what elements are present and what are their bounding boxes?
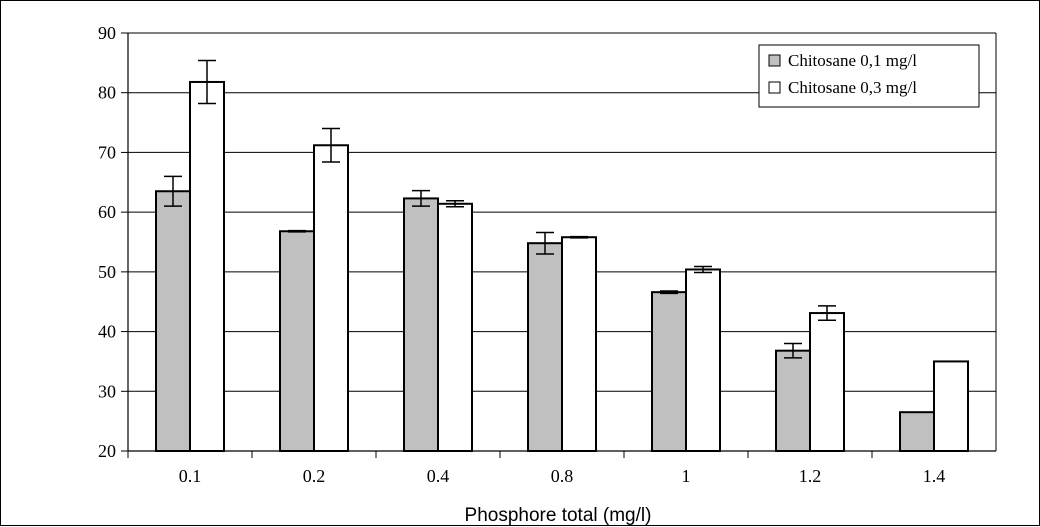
legend-swatch [768,54,781,67]
legend-label: Chitosane 0,1 mg/l [788,51,917,70]
legend-label: Chitosane 0,3 mg/l [788,78,917,97]
bar-chitosane-0-1 [651,291,687,452]
legend-swatch [768,81,781,94]
bars [155,59,969,453]
bar-chitosane-0-3 [809,312,845,452]
bar-chitosane-0-3 [933,360,969,452]
bar-chitosane-0-3 [685,268,721,452]
y-tick-label: 60 [98,202,116,222]
y-tick-label: 20 [98,441,116,461]
tick-labels: 20 30 40 50 60 70 80 90 0.1 0.2 0.4 0.8 1 1.2 1.4 [98,23,945,486]
legend-box [758,44,980,108]
bar-chitosane-0-1 [527,242,563,452]
bar-chitosane-0-1 [403,197,439,452]
x-tick-label: 1.2 [799,466,822,486]
axes [121,32,997,458]
x-tick-label: 1 [682,466,691,486]
bar-chitosane-0-1 [279,230,315,452]
y-tick-label: 70 [98,142,116,162]
bar-chitosane-0-1 [775,349,811,452]
y-tick-label: 80 [98,83,116,103]
y-tick-label: 40 [98,322,116,342]
bar-chitosane-0-1 [899,411,935,452]
bar-chitosane-0-3 [437,202,473,452]
legend: Chitosane 0,1 mg/l Chitosane 0,3 mg/l [758,44,980,108]
x-tick-label: 0.1 [179,466,202,486]
bar-chitosane-0-3 [189,80,225,452]
x-tick-label: 1.4 [923,466,946,486]
x-tick-label: 0.2 [303,466,326,486]
y-tick-label: 90 [98,23,116,43]
bar-chitosane-0-3 [561,236,597,452]
x-tick-label: 0.4 [427,466,450,486]
bar-chitosane-0-1 [155,190,191,452]
bar-chitosane-0-3 [313,144,349,453]
x-axis-title: Phosphore total (mg/l) [465,505,652,526]
x-tick-label: 0.8 [551,466,574,486]
y-tick-label: 50 [98,262,116,282]
y-tick-label: 30 [98,381,116,401]
